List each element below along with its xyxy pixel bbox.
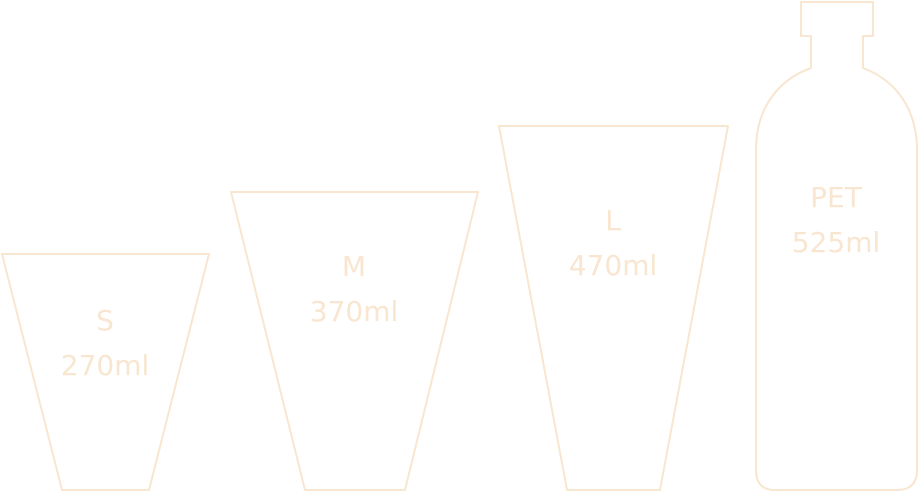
cup-s-size: S [96, 304, 114, 337]
cup-l-size: L [605, 204, 621, 237]
cup-m-outline [230, 191, 479, 491]
cup-m-size: M [341, 250, 367, 283]
pet-bottle-volume: 525ml [791, 226, 881, 259]
pet-bottle-label: PET 525ml [766, 175, 906, 265]
cup-l-outline [498, 125, 729, 491]
cup-l-volume: 470ml [568, 249, 658, 282]
pet-bottle-size: PET [810, 181, 862, 214]
cup-m-volume: 370ml [309, 295, 399, 328]
cup-l-label: L 470ml [543, 198, 683, 288]
pet-bottle-outline [755, 1, 918, 491]
cup-s-volume: 270ml [60, 349, 150, 382]
cup-s-outline [1, 253, 210, 491]
cup-s-label: S 270ml [35, 298, 175, 388]
cup-m-label: M 370ml [284, 244, 424, 334]
